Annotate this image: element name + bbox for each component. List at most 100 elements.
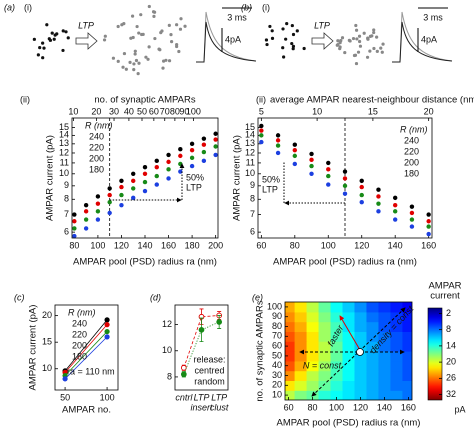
- schematic-a: (a) (i) LTP 3 ms 4pA: [4, 2, 257, 63]
- x-tick-label: 200: [208, 240, 223, 250]
- receptor-dot: [36, 53, 40, 57]
- data-point: [72, 226, 77, 231]
- heatmap-cell: [378, 311, 392, 323]
- x2-tick-label: 100: [186, 106, 201, 116]
- receptor-dot: [132, 67, 136, 72]
- data-point: [359, 184, 364, 190]
- heatmap-cell: [366, 302, 380, 313]
- data-point: [201, 142, 207, 147]
- series-line: [183, 315, 220, 368]
- arrow-label: LTP: [78, 20, 94, 30]
- colorbar-tick-label: 8: [446, 324, 451, 334]
- x-tick-label: LTP: [194, 392, 210, 402]
- heatmap-cell: [354, 360, 368, 372]
- receptor-dot: [381, 42, 385, 46]
- x-tick-label: 100: [90, 240, 105, 250]
- receptor-dot: [358, 44, 363, 48]
- receptor-dot: [61, 48, 65, 53]
- data-point: [189, 141, 195, 147]
- heatmap-cell: [330, 311, 344, 323]
- data-point: [392, 202, 398, 208]
- heatmap-cell: [306, 302, 320, 313]
- annotation: LTP: [262, 184, 278, 194]
- data-point: [189, 163, 195, 169]
- receptor-dot: [144, 55, 148, 59]
- heatmap-cell: [390, 351, 404, 362]
- panel-label: (a): [4, 2, 15, 12]
- data-point: [259, 133, 264, 138]
- receptor-dot: [178, 27, 183, 31]
- y-tick-label: 10: [59, 168, 69, 178]
- annotation: LTP: [186, 182, 202, 192]
- trace: [196, 11, 257, 63]
- data-point: [326, 182, 331, 187]
- receptor-dot: [290, 23, 294, 28]
- receptor-dot: [128, 60, 132, 64]
- heatmap-cell: [378, 360, 392, 372]
- data-point: [131, 178, 136, 184]
- y-tick-label: 100: [267, 301, 282, 311]
- data-point: [178, 153, 183, 159]
- receptor-dot: [372, 46, 376, 51]
- heatmap-cell: [378, 351, 392, 362]
- heatmap-cell: [366, 380, 380, 391]
- legend-title: R (nm): [68, 307, 96, 317]
- heatmap-cell: [378, 370, 392, 381]
- y-tick-label: 90: [272, 311, 282, 321]
- data-point: [426, 219, 431, 224]
- heatmap-cell: [285, 341, 296, 352]
- legend-title: R (nm): [85, 120, 113, 130]
- data-point: [326, 160, 331, 166]
- plot-frame: [284, 301, 413, 401]
- heatmap-cell: [294, 380, 308, 391]
- receptor-dot: [122, 22, 126, 26]
- data-point: [376, 201, 381, 206]
- heatmap-cell: [318, 311, 332, 323]
- data-point: [275, 150, 281, 156]
- data-point: [95, 194, 101, 199]
- receptor-dot: [140, 32, 144, 37]
- data-point: [309, 157, 314, 163]
- x-axis-label: AMPAR pool (PSD) radius ra (nm): [73, 257, 217, 268]
- heatmap-cell: [285, 331, 296, 342]
- y-tick-label: 40: [272, 360, 282, 370]
- data-point: [142, 171, 148, 177]
- heatmap-cell: [342, 370, 356, 381]
- receptor-dot: [161, 66, 165, 70]
- x2-tick-label: 5: [259, 106, 264, 116]
- heatmap-cell: [354, 302, 368, 313]
- receptor-dot: [348, 39, 352, 43]
- annotation: N = const: [303, 360, 342, 370]
- heatmap-cell: [354, 311, 368, 323]
- receptor-dot: [368, 49, 372, 53]
- heatmap-cell: [378, 302, 392, 313]
- heatmap-cell: [354, 380, 368, 391]
- heatmap-cell: [402, 390, 412, 400]
- data-point: [131, 195, 136, 201]
- receptor-dot: [61, 29, 65, 33]
- receptor-dot: [169, 33, 173, 37]
- data-point: [119, 192, 124, 198]
- x-tick-label: 120: [354, 240, 369, 250]
- heatmap-cell: [318, 390, 332, 400]
- data-point: [189, 147, 195, 153]
- data-point: [213, 152, 218, 158]
- receptor-dot: [177, 49, 181, 54]
- heatmap-cell: [366, 360, 380, 372]
- data-point: [119, 178, 124, 184]
- receptor-dot: [379, 46, 383, 50]
- receptor-dot: [265, 42, 269, 47]
- receptor-dot: [354, 23, 358, 28]
- receptor-dot: [340, 36, 345, 40]
- data-point: [359, 199, 364, 205]
- receptor-dot: [50, 31, 54, 35]
- y-axis-label: AMPAR current (pA): [28, 305, 39, 391]
- data-point: [142, 164, 148, 170]
- receptor-dot: [281, 46, 285, 50]
- schematic-b: (b) (i) LTP 3 ms 4pA: [241, 2, 453, 63]
- data-point: [189, 155, 195, 161]
- panel-label: (ii): [256, 94, 266, 104]
- receptor-dot: [179, 17, 183, 21]
- heatmap-cell: [285, 321, 296, 332]
- data-point: [275, 143, 281, 148]
